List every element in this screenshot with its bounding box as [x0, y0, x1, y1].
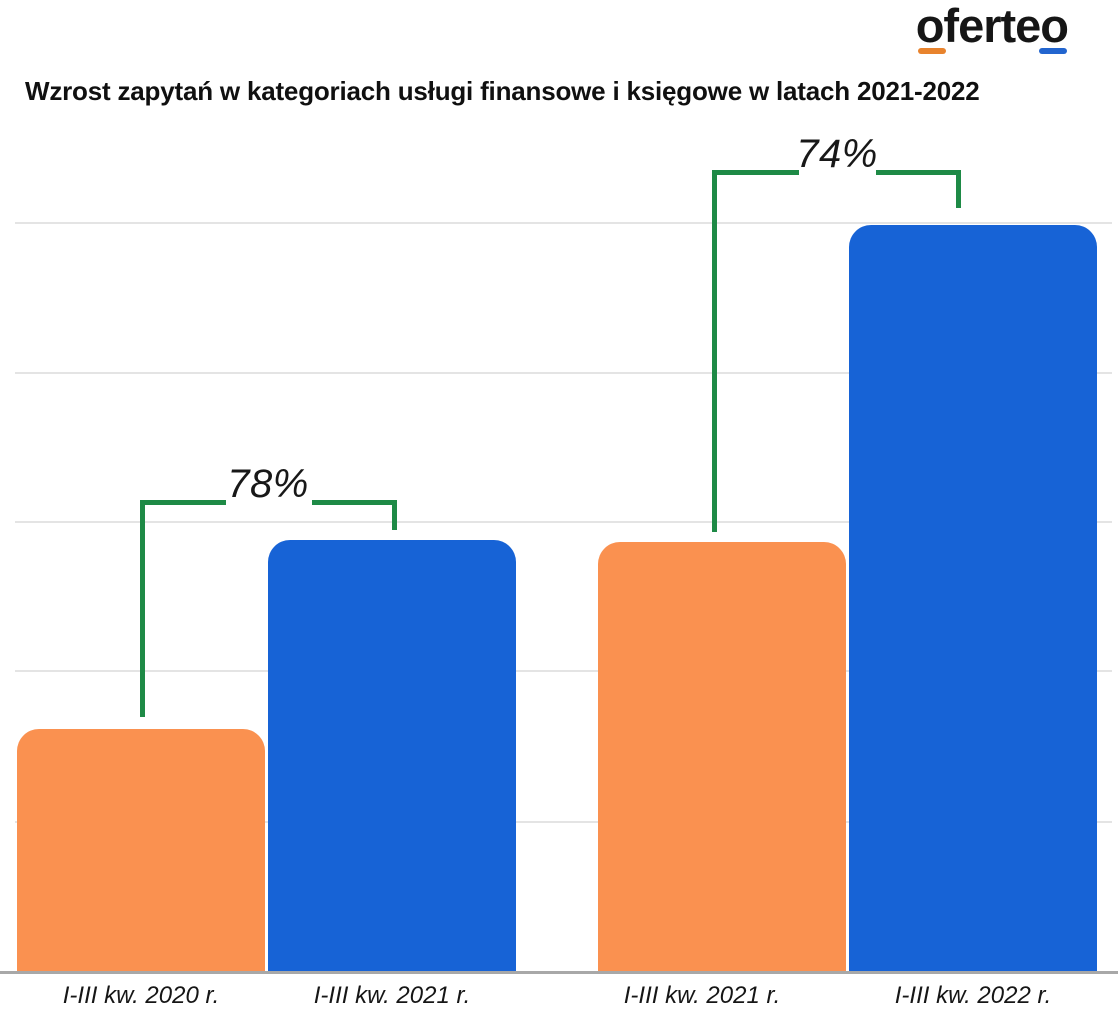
bracket-74-right-horizontal [876, 170, 961, 175]
chart-title: Wzrost zapytań w kategoriach usługi fina… [25, 76, 980, 106]
gridline-2 [15, 521, 1112, 523]
gridline-0 [15, 222, 1112, 224]
gridline-1 [15, 372, 1112, 374]
bracket-78-left-vertical [140, 500, 145, 717]
chart-bar-2 [598, 542, 846, 971]
x-axis-label-3: I-III kw. 2022 r. [894, 982, 1052, 1009]
growth-label-78: 78% [227, 462, 309, 506]
x-axis-label-0: I-III kw. 2020 r. [62, 982, 220, 1009]
logo-underline-orange [917, 48, 946, 54]
chart-bar-3 [849, 225, 1097, 971]
chart-bar-0 [17, 729, 265, 971]
bracket-74-left-vertical [712, 170, 717, 532]
bracket-74-left-horizontal [712, 170, 799, 175]
gridline-3 [15, 670, 1112, 672]
bracket-78-right-vertical [392, 500, 397, 530]
gridline-4 [15, 821, 1112, 823]
logo-text: oferteo [915, 0, 1069, 52]
bracket-74-right-vertical [956, 170, 961, 208]
bracket-78-left-horizontal [140, 500, 226, 505]
x-axis-label-2: I-III kw. 2021 r. [623, 982, 781, 1009]
chart-bar-1 [268, 540, 516, 971]
oferteo-logo: oferteo [915, 0, 1069, 54]
bracket-78-right-horizontal [312, 500, 397, 505]
x-axis-baseline [0, 971, 1118, 974]
growth-label-74: 74% [796, 132, 878, 176]
logo-underline-blue [1039, 48, 1067, 54]
x-axis-label-1: I-III kw. 2021 r. [313, 982, 471, 1009]
